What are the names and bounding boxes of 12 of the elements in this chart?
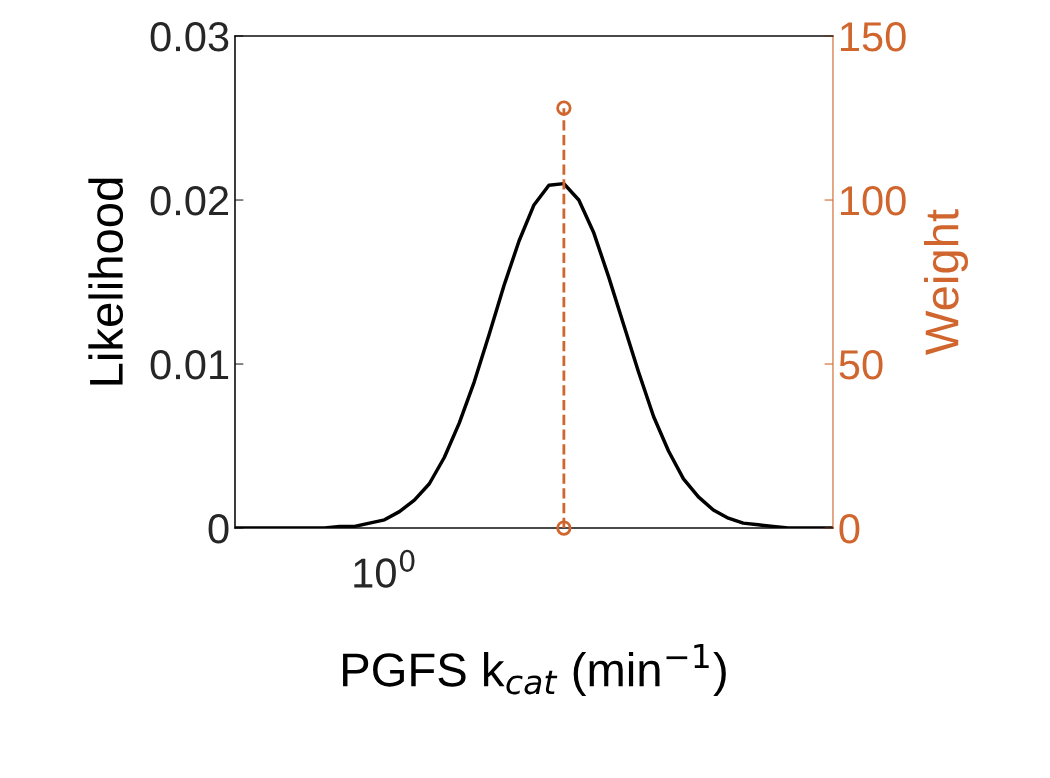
y2-tick-label: 150 [841, 22, 906, 52]
text: 10$^{0}$ [354, 549, 415, 588]
y2-tick-label: 0 [839, 514, 860, 544]
y-axis-title: Likelihood [88, 178, 124, 385]
y-tick-label: 0.01 [150, 350, 229, 380]
y-tick-label: 0.02 [150, 186, 229, 216]
y2-tick-label: 100 [841, 186, 906, 216]
y2-axis-title: Weight [924, 209, 969, 355]
y-tick-label: 0 [208, 514, 229, 544]
y-tick-label: 0.03 [150, 22, 229, 52]
y2-tick-label: 50 [839, 350, 883, 380]
x-axis-title: PGFS k$_{cat}$ (min$^{−1}$) [343, 644, 726, 696]
